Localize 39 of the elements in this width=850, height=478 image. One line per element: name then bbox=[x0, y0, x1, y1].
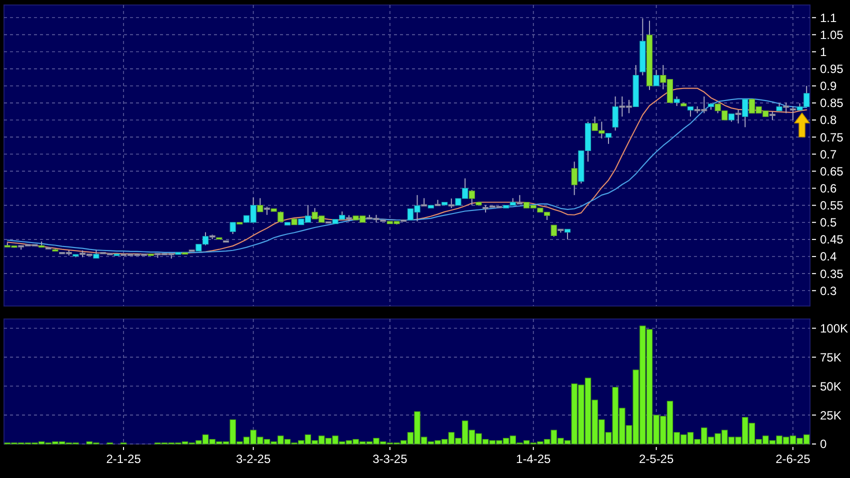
y-tick-label: 0.35 bbox=[820, 266, 844, 281]
candlestick bbox=[571, 161, 578, 196]
candlestick bbox=[230, 222, 236, 234]
candlestick bbox=[783, 102, 790, 114]
y-tick-label: 0.9 bbox=[820, 79, 838, 94]
y-tick-label: 1 bbox=[820, 44, 827, 59]
y-tick-label: 0.75 bbox=[820, 130, 844, 144]
x-tick-label: 3-3-25 bbox=[372, 452, 408, 466]
candlestick bbox=[468, 189, 475, 206]
y-tick-label: 0.4 bbox=[820, 250, 838, 264]
y-tick-label: 50K bbox=[820, 379, 842, 394]
y-tick-label: 75K bbox=[820, 350, 842, 364]
y-tick-label: 0.95 bbox=[820, 62, 844, 76]
y-tick-label: 0.65 bbox=[820, 164, 844, 178]
y-tick-label: 1.1 bbox=[820, 10, 838, 25]
y-tick-label: 0.85 bbox=[820, 96, 844, 110]
y-tick-label: 0.6 bbox=[820, 181, 838, 196]
y-tick-label: 0.8 bbox=[820, 113, 838, 128]
y-tick-label: 0.3 bbox=[820, 284, 838, 298]
candlestick bbox=[653, 69, 660, 86]
y-tick-label: 0.45 bbox=[820, 232, 844, 247]
candlestick bbox=[790, 106, 796, 121]
y-tick-label: 0.5 bbox=[820, 216, 838, 230]
x-tick-label: 2-6-25 bbox=[776, 452, 811, 466]
candlestick bbox=[735, 109, 742, 124]
x-tick-label: 1-4-25 bbox=[516, 452, 552, 466]
y-tick-label: 25K bbox=[820, 408, 842, 422]
y-tick-label: 1.05 bbox=[820, 28, 844, 42]
y-tick-label: 0 bbox=[820, 437, 827, 452]
y-tick-label: 0.7 bbox=[820, 147, 838, 162]
candlestick bbox=[278, 210, 284, 222]
y-tick-label: 100K bbox=[820, 321, 848, 336]
y-tick-label: 0.55 bbox=[820, 198, 844, 213]
candlestick bbox=[605, 132, 612, 144]
candlestick bbox=[674, 96, 680, 107]
candlestick bbox=[448, 198, 454, 209]
x-tick-label: 2-5-25 bbox=[638, 452, 674, 466]
x-tick-label: 3-2-25 bbox=[236, 452, 271, 466]
x-tick-label: 2-1-25 bbox=[106, 452, 142, 466]
